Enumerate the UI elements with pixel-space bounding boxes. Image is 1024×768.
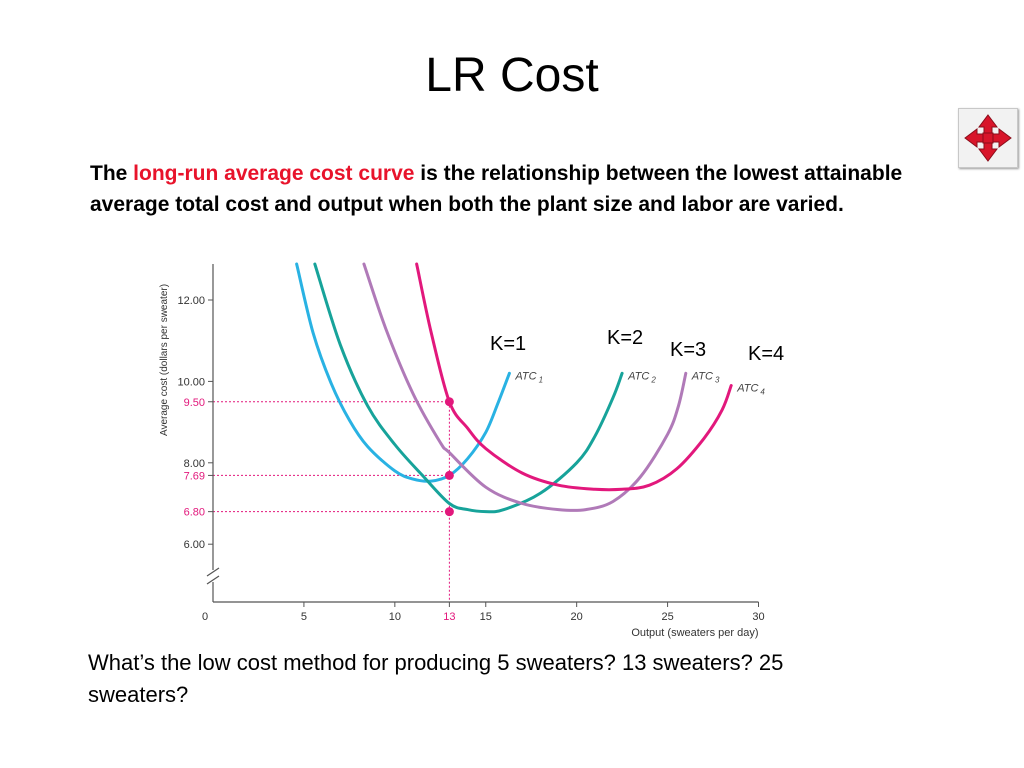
x-tick-label: 15 bbox=[480, 611, 492, 623]
guide-lines bbox=[213, 401, 450, 602]
x-tick-label: 0 bbox=[202, 611, 208, 623]
atc-curve-2 bbox=[313, 262, 624, 514]
y-tick-label: 12.00 bbox=[177, 295, 205, 307]
x-tick-label: 20 bbox=[571, 611, 583, 623]
k-label-1: K=1 bbox=[490, 333, 526, 355]
axis-break-mark bbox=[206, 575, 220, 585]
atc-chart: 0 5 10 13 15 20 25 30 6.00 6.80 7.698.00 9.50 10.00 1… bbox=[159, 262, 784, 639]
cost-marker bbox=[444, 507, 454, 517]
k-label-4: K=4 bbox=[748, 343, 784, 365]
y-tick-label: 6.80 bbox=[184, 507, 205, 519]
intro-paragraph: The long-run average cost curve is the r… bbox=[90, 158, 930, 220]
y-tick-label: 9.50 bbox=[184, 397, 205, 409]
k-label-3: K=3 bbox=[670, 339, 706, 361]
x-tick-label: 5 bbox=[301, 611, 307, 623]
cost-marker bbox=[444, 397, 454, 407]
atc-label-2: ATC 2 bbox=[627, 370, 656, 384]
x-tick-label: 30 bbox=[752, 611, 764, 623]
y-tick-label: 8.00 bbox=[184, 458, 205, 470]
markers bbox=[444, 397, 454, 517]
atc-curve-1 bbox=[295, 262, 511, 483]
y-tick-label: 6.00 bbox=[184, 539, 205, 551]
atc-label-1: ATC 1 bbox=[514, 370, 543, 384]
axes: 0 5 10 13 15 20 25 30 6.00 6.80 7.698.00 9.50 10.00 1… bbox=[159, 264, 765, 639]
x-axis-title: Output (sweaters per day) bbox=[631, 627, 758, 639]
atc-curve-3 bbox=[362, 262, 688, 512]
y-tick-label: 7.69 bbox=[184, 470, 205, 482]
x-tick-label: 25 bbox=[661, 611, 673, 623]
intro-highlight-term: long-run average cost curve bbox=[133, 162, 415, 185]
intro-text-before: The bbox=[90, 162, 134, 185]
atc-label-3: ATC 3 bbox=[691, 370, 720, 384]
question-text: What’s the low cost method for producing… bbox=[88, 650, 784, 707]
cost-marker bbox=[444, 470, 454, 480]
four-way-arrow-icon[interactable] bbox=[958, 108, 1018, 168]
chart-labels: ATC 1 K=1 ATC 2 K=2 ATC 3 K=3 ATC 4 K=4 bbox=[490, 327, 784, 396]
x-tick-label: 13 bbox=[443, 611, 455, 623]
y-tick-label: 10.00 bbox=[177, 376, 205, 388]
x-tick-label: 10 bbox=[389, 611, 401, 623]
intro-text-after: is the relationship between the lowest a… bbox=[90, 162, 903, 216]
atc-label-4: ATC 4 bbox=[736, 382, 765, 396]
slide-title: LR Cost bbox=[425, 49, 599, 102]
four-way-arrow-glyph bbox=[964, 114, 1012, 162]
k-label-2: K=2 bbox=[607, 327, 643, 349]
y-axis-title: Average cost (dollars per sweater) bbox=[159, 284, 170, 436]
chart-area: 0 5 10 13 15 20 25 30 6.00 6.80 7.69 8.00 9.50 10.00 1… bbox=[150, 252, 790, 642]
axis-break-mark bbox=[206, 567, 220, 577]
atc-curves bbox=[295, 262, 733, 514]
